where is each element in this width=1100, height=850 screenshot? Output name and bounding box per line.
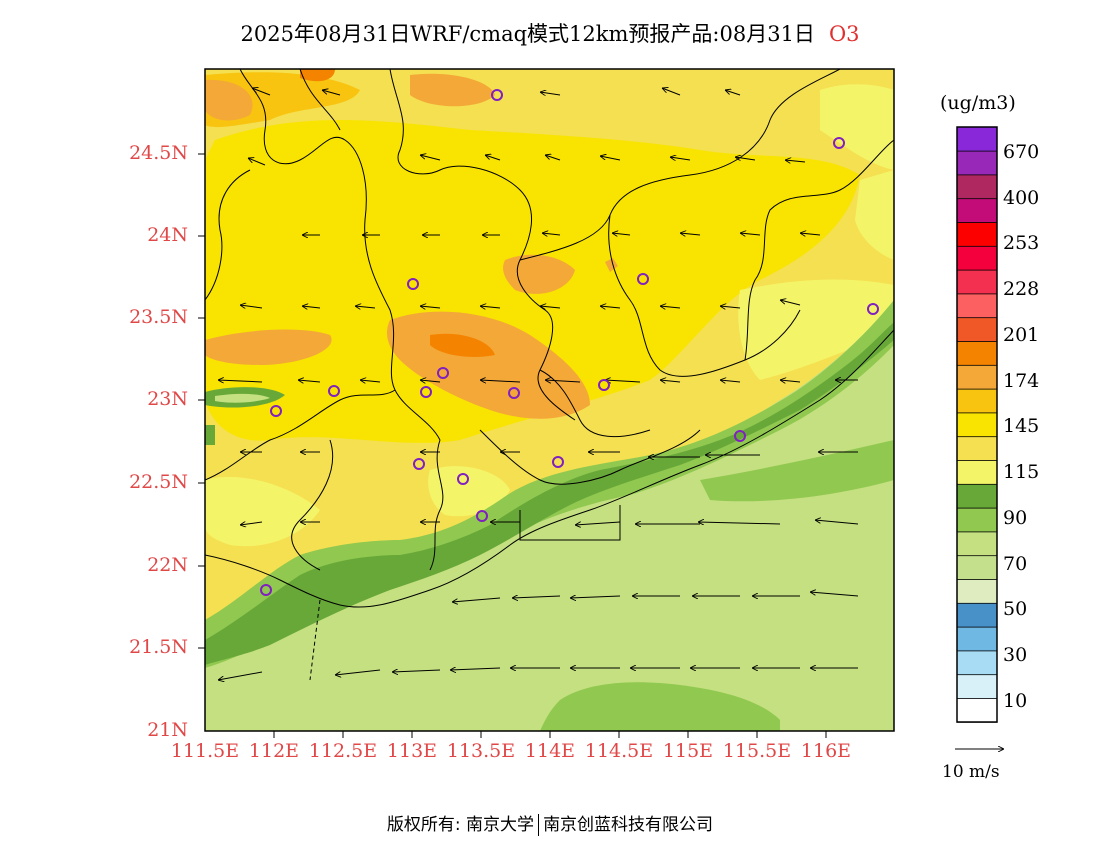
lat-label-24: 24N <box>147 224 188 246</box>
colorbar-label-115: 115 <box>1003 461 1040 483</box>
colorbar-label-670: 670 <box>1003 141 1040 163</box>
lat-label-23: 23N <box>147 388 188 410</box>
colorbar-segment <box>956 602 998 628</box>
colorbar <box>956 126 998 723</box>
footer-left: 版权所有: 南京大学 <box>386 815 535 835</box>
colorbar-segment <box>956 340 998 366</box>
colorbar-segment <box>956 245 998 271</box>
lon-label-111-5: 111.5E <box>170 740 240 762</box>
colorbar-segment <box>956 197 998 223</box>
colorbar-segment <box>956 174 998 200</box>
reference-wind-label: 10 m/s <box>942 762 1000 782</box>
lon-label-115-5: 115.5E <box>722 740 792 762</box>
colorbar-label-174: 174 <box>1003 370 1040 392</box>
monitoring-stations <box>260 89 879 596</box>
colorbar-label-145: 145 <box>1003 415 1040 437</box>
colorbar-segment <box>956 507 998 533</box>
colorbar-segment <box>956 555 998 580</box>
colorbar-segment <box>956 626 998 652</box>
colorbar-label-70: 70 <box>1003 553 1028 575</box>
admin-boundaries <box>205 69 894 608</box>
lon-label-112: 112E <box>248 740 300 762</box>
lat-label-21: 21N <box>147 719 188 741</box>
colorbar-segment <box>956 435 998 461</box>
colorbar-segment <box>956 483 998 509</box>
map-title: 2025年08月31日WRF/cmaq模式12km预报产品:08月31日 O3 <box>0 18 1100 48</box>
colorbar-segment <box>956 697 998 723</box>
colorbar-unit: (ug/m3) <box>940 92 1016 114</box>
title-text: 2025年08月31日WRF/cmaq模式12km预报产品:08月31日 <box>240 22 815 46</box>
colorbar-segment <box>956 364 998 390</box>
lat-label-24-5: 24.5N <box>129 142 188 164</box>
lon-label-114-5: 114.5E <box>584 740 654 762</box>
colorbar-label-228: 228 <box>1003 278 1040 300</box>
colorbar-segment <box>956 126 998 152</box>
colorbar-label-10: 10 <box>1003 690 1028 712</box>
lon-label-113-5: 113.5E <box>446 740 516 762</box>
lat-label-22: 22N <box>147 554 188 576</box>
concentration-field <box>205 69 894 731</box>
lon-label-113: 113E <box>386 740 438 762</box>
colorbar-segment <box>956 316 998 342</box>
colorbar-segment <box>956 531 998 557</box>
colorbar-segment <box>956 578 998 604</box>
colorbar-label-201: 201 <box>1003 324 1040 346</box>
wind-vectors <box>218 88 859 680</box>
colorbar-label-253: 253 <box>1003 232 1040 254</box>
colorbar-segment <box>956 674 998 699</box>
colorbar-segment <box>956 459 998 485</box>
lat-label-22-5: 22.5N <box>129 471 188 493</box>
footer-separator <box>538 814 540 836</box>
footer: 版权所有: 南京大学 南京创蓝科技有限公司 <box>0 810 1100 836</box>
colorbar-segment <box>956 150 998 176</box>
lon-label-115: 115E <box>662 740 714 762</box>
colorbar-segment <box>956 269 998 295</box>
colorbar-label-90: 90 <box>1003 507 1028 529</box>
colorbar-segment <box>956 388 998 414</box>
colorbar-label-30: 30 <box>1003 644 1028 666</box>
colorbar-segment <box>956 293 998 319</box>
colorbar-segment <box>956 221 998 247</box>
axis-ticks <box>198 153 827 738</box>
colorbar-label-50: 50 <box>1003 598 1028 620</box>
lon-label-114: 114E <box>524 740 576 762</box>
lon-label-112-5: 112.5E <box>308 740 378 762</box>
footer-right: 南京创蓝科技有限公司 <box>543 815 714 835</box>
lat-label-21-5: 21.5N <box>129 636 188 658</box>
species-label: O3 <box>828 22 860 46</box>
colorbar-segment <box>956 650 998 676</box>
colorbar-segment <box>956 412 998 438</box>
lat-label-23-5: 23.5N <box>129 306 188 328</box>
colorbar-label-400: 400 <box>1003 187 1040 209</box>
colorbar-frame <box>956 126 998 723</box>
lon-label-116: 116E <box>800 740 852 762</box>
